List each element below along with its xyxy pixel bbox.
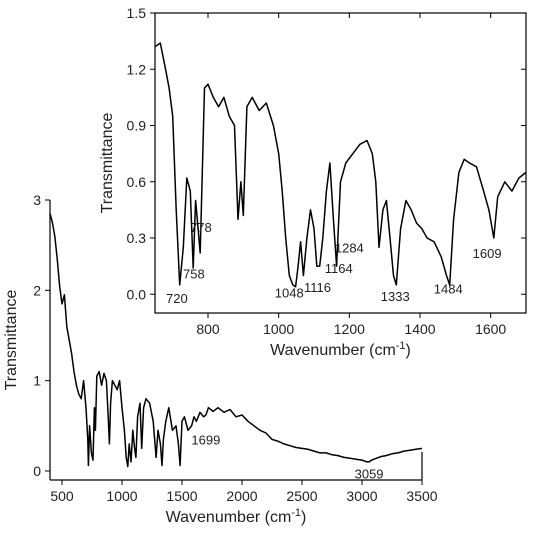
peak-label: 720: [166, 291, 188, 306]
peak-label: 1116: [304, 280, 331, 295]
x-tick-label: 3000: [346, 488, 377, 504]
peak-label: 778: [190, 220, 212, 235]
x-tick-label: 1200: [334, 321, 365, 337]
peak-label: 1484: [434, 282, 463, 297]
y-tick-label: 1.2: [127, 61, 147, 77]
y-tick-label: 0.9: [127, 118, 147, 134]
y-tick-label: 0.3: [127, 230, 147, 246]
x-axis-label-superscript: -1: [396, 340, 406, 352]
y-tick-label: 0: [33, 463, 41, 479]
x-axis-label-close: ): [301, 509, 306, 526]
main-plot-area: 500 1000 1500 2000 2500 3000 3500 0 1 2 3 Wavenumbe…: [3, 192, 438, 526]
y-tick-label: 1.5: [127, 5, 147, 21]
x-axis-label: Wavenumber (cm-1): [166, 507, 307, 526]
y-axis-label: Transmittance: [3, 290, 20, 391]
peak-label: 3059: [355, 467, 384, 482]
y-tick-label: 1: [33, 373, 41, 389]
plot-frame: [154, 12, 527, 314]
peak-label: 1284: [335, 240, 364, 255]
peak-label: 1333: [381, 289, 410, 304]
x-axis-label: Wavenumber (cm-1): [270, 340, 411, 359]
peak-label: 1699: [191, 432, 220, 447]
peak-label: 1048: [275, 285, 304, 300]
x-tick-label: 1000: [263, 321, 294, 337]
x-tick-label: 1000: [106, 488, 137, 504]
spectrum-line: [49, 213, 423, 468]
y-tick-label: 2: [33, 282, 41, 298]
y-tick-label: 3: [33, 192, 41, 208]
y-tick-label: 0.0: [127, 286, 147, 302]
x-axis-label-superscript: -1: [291, 507, 301, 519]
y-tick-label: 0.6: [127, 174, 147, 190]
x-tick-label: 500: [50, 488, 74, 504]
peak-label: 758: [183, 267, 205, 282]
x-axis-label-close: ): [406, 342, 411, 359]
peak-label: 1609: [473, 246, 502, 261]
x-tick-label: 2500: [286, 488, 317, 504]
x-tick-label: 800: [196, 321, 220, 337]
y-axis-label: Transmittance: [99, 113, 116, 214]
x-tick-label: 3500: [406, 488, 437, 504]
x-tick-label: 1400: [404, 321, 435, 337]
x-tick-label: 1500: [166, 488, 197, 504]
x-tick-label: 1600: [475, 321, 506, 337]
spectrum-line: [154, 42, 527, 288]
inset-plot-area: 800 1000 1200 1400 1600 0.0 0.3 0.6 0.9 1.2 1.5 Wav…: [99, 5, 527, 359]
plot-background: [155, 13, 526, 313]
peak-label: 1164: [325, 261, 353, 276]
x-tick-label: 2000: [226, 488, 257, 504]
